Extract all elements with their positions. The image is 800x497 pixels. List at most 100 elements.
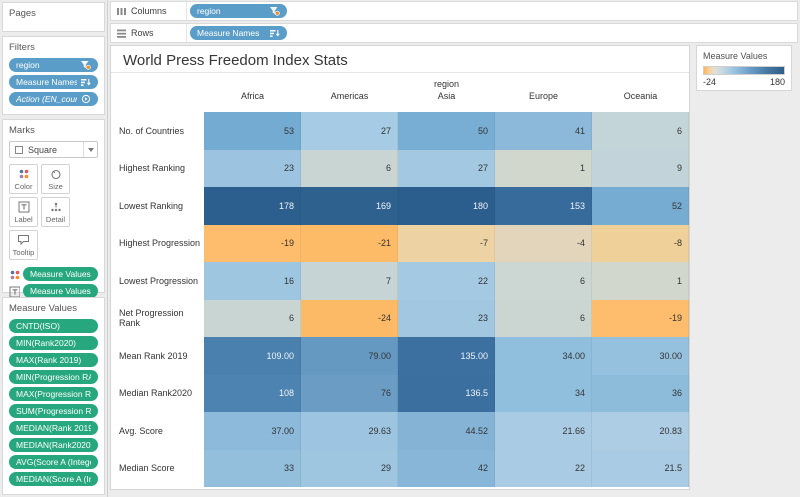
heatmap-cell-no-of-countries-asia[interactable]: 50	[398, 112, 495, 150]
heatmap-cell-net-progression-rank-asia[interactable]: 23	[398, 299, 495, 337]
heatmap-cell-highest-progression-americas[interactable]: -21	[301, 224, 398, 262]
row-label-lowest-progression[interactable]: Lowest Progression	[111, 262, 204, 300]
pill-median-rank2020[interactable]: MEDIAN(Rank2020)	[9, 438, 98, 452]
pill-region[interactable]: region	[9, 58, 98, 72]
heatmap-cell-highest-ranking-oceania[interactable]: 9	[592, 149, 689, 187]
filter-icon	[269, 6, 280, 16]
pill-sum-progression-ra[interactable]: SUM(Progression RA..	[9, 404, 98, 418]
tooltip-button[interactable]: Tooltip	[9, 230, 38, 260]
heatmap-cell-mean-rank-2019-asia[interactable]: 135.00	[398, 337, 495, 375]
heatmap-cell-lowest-ranking-americas[interactable]: 169	[301, 187, 398, 225]
column-header-africa[interactable]: Africa	[240, 91, 264, 101]
pill-median-rank-2019[interactable]: MEDIAN(Rank 2019)	[9, 421, 98, 435]
chevron-down-icon[interactable]	[83, 142, 97, 157]
pill-action-en-countr[interactable]: Action (EN_countr..	[9, 92, 98, 106]
heatmap-cell-avg-score-europe[interactable]: 21.66	[495, 412, 592, 450]
heatmap-cell-highest-progression-oceania[interactable]: -8	[592, 224, 689, 262]
column-header-europe[interactable]: Europe	[528, 91, 559, 101]
heatmap-cell-avg-score-oceania[interactable]: 20.83	[592, 412, 689, 450]
row-label-net-progression-rank[interactable]: Net Progression Rank	[111, 299, 204, 337]
heatmap-cell-median-score-africa[interactable]: 33	[204, 449, 301, 487]
heatmap-cell-net-progression-rank-americas[interactable]: -24	[301, 299, 398, 337]
row-label-highest-progression[interactable]: Highest Progression	[111, 224, 204, 262]
heatmap-cell-avg-score-asia[interactable]: 44.52	[398, 412, 495, 450]
heatmap-cell-median-rank2020-africa[interactable]: 108	[204, 374, 301, 412]
heatmap-cell-no-of-countries-americas[interactable]: 27	[301, 112, 398, 150]
heatmap-cell-median-score-oceania[interactable]: 21.5	[592, 449, 689, 487]
heatmap-cell-median-rank2020-americas[interactable]: 76	[301, 374, 398, 412]
heatmap-cell-median-rank2020-oceania[interactable]: 36	[592, 374, 689, 412]
column-field-label[interactable]: region	[433, 79, 460, 89]
column-header-asia[interactable]: Asia	[437, 91, 456, 101]
heatmap-cell-highest-progression-europe[interactable]: -4	[495, 224, 592, 262]
heatmap-cell-lowest-progression-africa[interactable]: 16	[204, 262, 301, 300]
pill-measure-values[interactable]: Measure Values	[23, 267, 98, 281]
heatmap-cell-net-progression-rank-africa[interactable]: 6	[204, 299, 301, 337]
heatmap-cell-median-score-asia[interactable]: 42	[398, 449, 495, 487]
row-label-avg-score[interactable]: Avg. Score	[111, 412, 204, 450]
heatmap-cell-highest-ranking-africa[interactable]: 23	[204, 149, 301, 187]
pill-measure-names[interactable]: Measure Names	[9, 75, 98, 89]
pill-max-rank-2019[interactable]: MAX(Rank 2019)	[9, 353, 98, 367]
column-header-americas[interactable]: Americas	[330, 91, 369, 101]
heatmap-cell-mean-rank-2019-africa[interactable]: 109.00	[204, 337, 301, 375]
heatmap-cell-highest-ranking-asia[interactable]: 27	[398, 149, 495, 187]
pill-min-rank2020[interactable]: MIN(Rank2020)	[9, 336, 98, 350]
heatmap-cell-median-rank2020-europe[interactable]: 34	[495, 374, 592, 412]
column-header-oceania[interactable]: Oceania	[623, 91, 658, 101]
row-label-no-of-countries[interactable]: No. of Countries	[111, 112, 204, 150]
pill-label: Measure Values	[30, 269, 91, 279]
pill-min-progression-ra[interactable]: MIN(Progression RA..	[9, 370, 98, 384]
row-label-median-rank2020[interactable]: Median Rank2020	[111, 374, 204, 412]
mark-type-dropdown[interactable]: Square	[9, 141, 98, 158]
row-label-lowest-ranking[interactable]: Lowest Ranking	[111, 187, 204, 225]
heatmap-cell-mean-rank-2019-oceania[interactable]: 30.00	[592, 337, 689, 375]
heatmap-cell-lowest-progression-americas[interactable]: 7	[301, 262, 398, 300]
pages-shelf[interactable]: Pages	[2, 2, 105, 32]
heatmap-cell-median-rank2020-asia[interactable]: 136.5	[398, 374, 495, 412]
heatmap-cell-highest-ranking-europe[interactable]: 1	[495, 149, 592, 187]
heatmap-cell-mean-rank-2019-americas[interactable]: 79.00	[301, 337, 398, 375]
legend-gradient-bar[interactable]	[703, 66, 785, 75]
heatmap-cell-lowest-ranking-oceania[interactable]: 52	[592, 187, 689, 225]
heatmap-cell-lowest-ranking-africa[interactable]: 178	[204, 187, 301, 225]
columns-shelf[interactable]: Columns region	[110, 1, 798, 21]
color-button[interactable]: Color	[9, 164, 38, 194]
label-icon	[9, 286, 20, 297]
pill-region[interactable]: region	[190, 4, 287, 18]
heatmap-cell-lowest-ranking-asia[interactable]: 180	[398, 187, 495, 225]
label-button[interactable]: Label	[9, 197, 38, 227]
row-label-highest-ranking[interactable]: Highest Ranking	[111, 149, 204, 187]
pill-cntd-iso[interactable]: CNTD(ISO)	[9, 319, 98, 333]
row-label-median-score[interactable]: Median Score	[111, 449, 204, 487]
heatmap-cell-median-score-americas[interactable]: 29	[301, 449, 398, 487]
color-legend[interactable]: Measure Values -24 180	[696, 45, 792, 91]
heatmap-cell-lowest-ranking-europe[interactable]: 153	[495, 187, 592, 225]
detail-button[interactable]: Detail	[41, 197, 70, 227]
rows-shelf[interactable]: Rows Measure Names	[110, 23, 798, 43]
size-button[interactable]: Size	[41, 164, 70, 194]
legend-title: Measure Values	[703, 51, 768, 61]
pill-median-score-a-int[interactable]: MEDIAN(Score A (Int..	[9, 472, 98, 486]
heatmap-cell-highest-ranking-americas[interactable]: 6	[301, 149, 398, 187]
pill-measure-names[interactable]: Measure Names	[190, 26, 287, 40]
heatmap-cell-net-progression-rank-oceania[interactable]: -19	[592, 299, 689, 337]
heatmap-cell-no-of-countries-africa[interactable]: 53	[204, 112, 301, 150]
pill-measure-values[interactable]: Measure Values	[23, 284, 98, 298]
heatmap-cell-lowest-progression-oceania[interactable]: 1	[592, 262, 689, 300]
heatmap-cell-mean-rank-2019-europe[interactable]: 34.00	[495, 337, 592, 375]
heatmap-cell-lowest-progression-asia[interactable]: 22	[398, 262, 495, 300]
heatmap-cell-no-of-countries-europe[interactable]: 41	[495, 112, 592, 150]
pill-max-progression-ra[interactable]: MAX(Progression RA..	[9, 387, 98, 401]
heatmap-cell-no-of-countries-oceania[interactable]: 6	[592, 112, 689, 150]
heatmap-cell-avg-score-americas[interactable]: 29.63	[301, 412, 398, 450]
heatmap-cell-highest-progression-asia[interactable]: -7	[398, 224, 495, 262]
filters-shelf[interactable]: Filters region Measure Names Action (EN_co…	[2, 36, 105, 115]
heatmap-cell-highest-progression-africa[interactable]: -19	[204, 224, 301, 262]
heatmap-cell-avg-score-africa[interactable]: 37.00	[204, 412, 301, 450]
heatmap-cell-median-score-europe[interactable]: 22	[495, 449, 592, 487]
heatmap-cell-net-progression-rank-europe[interactable]: 6	[495, 299, 592, 337]
heatmap-cell-lowest-progression-europe[interactable]: 6	[495, 262, 592, 300]
row-label-mean-rank-2019[interactable]: Mean Rank 2019	[111, 337, 204, 375]
pill-avg-score-a-integer[interactable]: AVG(Score A (Integer..	[9, 455, 98, 469]
